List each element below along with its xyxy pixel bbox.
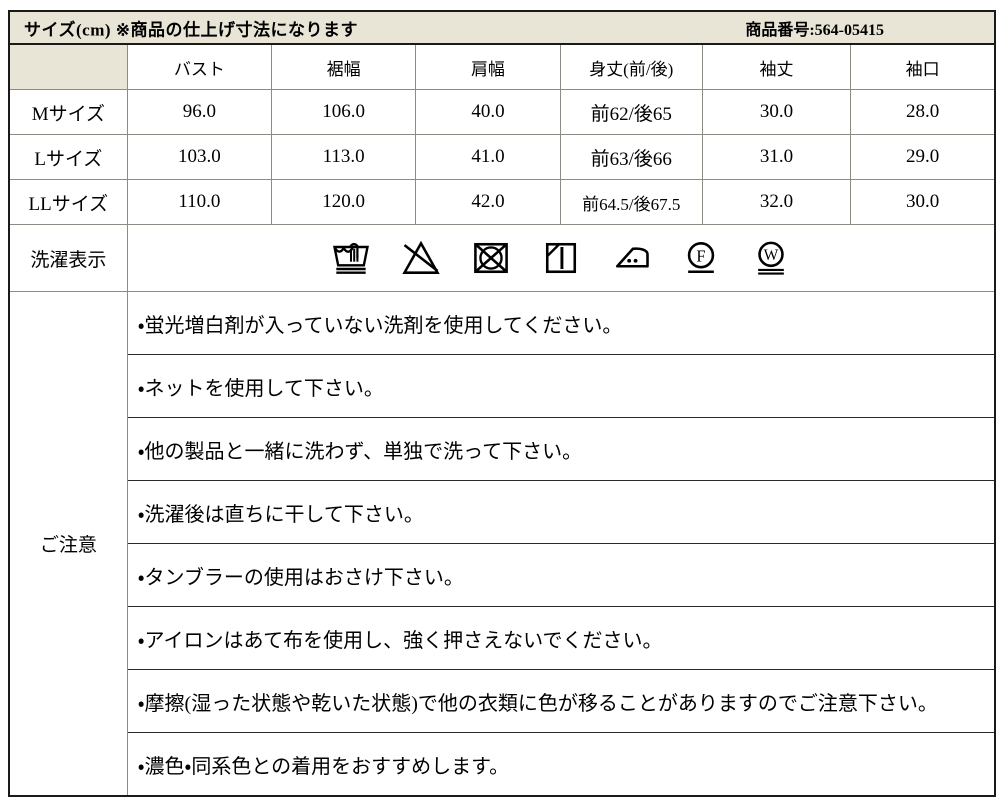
- list-item: ・摩擦(湿った状態や乾いた状態)で他の衣類に色が移ることがありますのでご注意下さ…: [127, 669, 994, 733]
- cell-ll-hem: 120.0: [271, 179, 417, 225]
- cell-ll-cuff: 30.0: [850, 179, 996, 225]
- wet-clean-w-icon: W: [758, 241, 784, 275]
- column-header-cuff: 袖口: [850, 43, 996, 90]
- size-measurement-table: バスト 裾幅 肩幅 身丈(前/後) 袖丈 袖口 Mサイズ 96.0 106.0 …: [8, 43, 996, 797]
- cell-m-bust: 96.0: [126, 89, 273, 135]
- iron-medium-icon: [615, 247, 649, 268]
- svg-text:W: W: [764, 247, 779, 264]
- product-number: 商品番号:564-05415: [745, 21, 884, 39]
- page-title: サイズ(cm) ※商品の仕上げ寸法になります: [24, 20, 359, 39]
- cell-m-shoulder: 40.0: [415, 89, 561, 135]
- hand-wash-tub-icon: [332, 243, 369, 274]
- table-corner-cell: [9, 43, 128, 90]
- cell-l-length: 前63/後66: [559, 134, 703, 180]
- column-header-body-length: 身丈(前/後): [559, 43, 703, 90]
- care-label: 洗濯表示: [8, 224, 128, 292]
- list-item: ・アイロンはあて布を使用し、強く押さえないでください。: [127, 606, 994, 670]
- care-symbols-row: 洗濯表示: [8, 224, 996, 292]
- list-item: ・他の製品と一緒に洗わず、単独で洗って下さい。: [127, 417, 994, 481]
- list-item: ・洗濯後は直ちに干して下さい。: [127, 480, 994, 544]
- notes-label: ご注意: [8, 291, 128, 797]
- cell-ll-length: 前64.5/後67.5: [559, 179, 703, 225]
- list-item: ・濃色・同系色との着用をおすすめします。: [127, 732, 994, 795]
- row-label-m: Mサイズ: [8, 89, 128, 135]
- cell-l-shoulder: 41.0: [415, 134, 561, 180]
- cell-l-hem: 113.0: [271, 134, 417, 180]
- column-header-sleeve-length: 袖丈: [701, 43, 852, 90]
- cell-m-sleeve: 30.0: [701, 89, 852, 135]
- no-bleach-icon: [402, 240, 440, 274]
- cell-l-cuff: 29.0: [850, 134, 996, 180]
- cell-l-sleeve: 31.0: [701, 134, 852, 180]
- cell-ll-sleeve: 32.0: [701, 179, 852, 225]
- care-symbol-strip: F W: [128, 225, 994, 291]
- cell-ll-bust: 110.0: [126, 179, 273, 225]
- notes-cell: ・蛍光増白剤が入っていない洗剤を使用してください。 ・ネットを使用して下さい。 …: [126, 291, 996, 797]
- column-header-hem-width: 裾幅: [271, 43, 417, 90]
- drip-dry-in-shade-icon: [545, 242, 576, 274]
- row-label-l: Lサイズ: [8, 134, 128, 180]
- list-item: ・ネットを使用して下さい。: [127, 354, 994, 418]
- cell-ll-shoulder: 42.0: [415, 179, 561, 225]
- row-label-ll: LLサイズ: [8, 179, 128, 225]
- column-header-shoulder-width: 肩幅: [415, 43, 561, 90]
- cell-m-length: 前62/後65: [559, 89, 703, 135]
- column-header-bust: バスト: [126, 43, 273, 90]
- svg-text:F: F: [696, 247, 705, 266]
- table-header-row: バスト 裾幅 肩幅 身丈(前/後) 袖丈 袖口: [9, 43, 996, 90]
- cell-m-hem: 106.0: [271, 89, 417, 135]
- care-symbols-cell: F W: [126, 224, 996, 292]
- no-tumble-dry-icon: [473, 242, 508, 274]
- table-row: LLサイズ 110.0 120.0 42.0 前64.5/後67.5 32.0 …: [8, 179, 996, 225]
- cell-m-cuff: 28.0: [850, 89, 996, 135]
- table-row: Mサイズ 96.0 106.0 40.0 前62/後65 30.0 28.0: [8, 89, 996, 135]
- list-item: ・蛍光増白剤が入っていない洗剤を使用してください。: [127, 292, 994, 355]
- notes-row: ご注意 ・蛍光増白剤が入っていない洗剤を使用してください。 ・ネットを使用して下…: [8, 291, 996, 797]
- dry-clean-f-icon: F: [687, 242, 715, 273]
- chart-header-bar: サイズ(cm) ※商品の仕上げ寸法になります 商品番号:564-05415: [8, 10, 996, 43]
- list-item: ・タンブラーの使用はおさけ下さい。: [127, 543, 994, 607]
- cell-l-bust: 103.0: [126, 134, 273, 180]
- notes-list: ・蛍光増白剤が入っていない洗剤を使用してください。 ・ネットを使用して下さい。 …: [127, 292, 994, 795]
- table-row: Lサイズ 103.0 113.0 41.0 前63/後66 31.0 29.0: [8, 134, 996, 180]
